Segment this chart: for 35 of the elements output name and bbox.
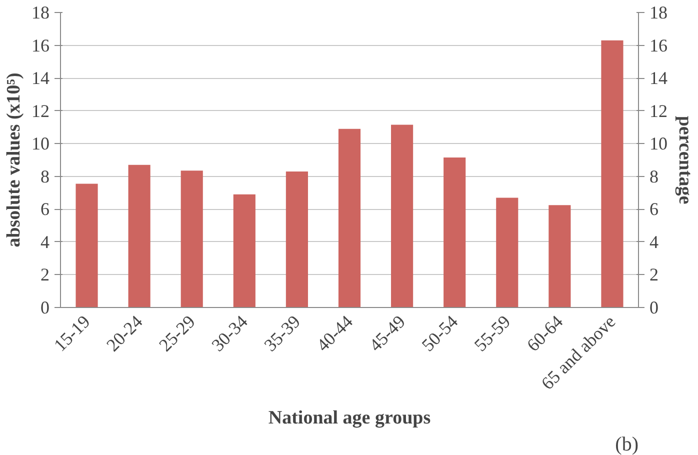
y2-tick-label: 4	[650, 232, 658, 252]
bar	[444, 158, 466, 308]
y-axis-title: absolute values (x10⁵)	[4, 72, 24, 248]
y2-tick-label: 6	[650, 199, 658, 220]
bar	[496, 198, 518, 308]
bar	[338, 128, 361, 308]
y2-tick-label: 18	[650, 2, 668, 22]
y2-axis-title: percentage	[674, 116, 696, 204]
y2-tick-label: 8	[650, 166, 658, 186]
bar	[76, 184, 98, 308]
y-tick-label: 0	[40, 298, 50, 318]
text: (b)	[615, 434, 639, 455]
y-tick-label: 2	[40, 264, 50, 285]
y2-tick-label: 2	[650, 264, 658, 285]
bar	[548, 205, 571, 308]
y2-tick-label: 12	[650, 100, 668, 121]
y-tick-label: 14	[32, 68, 50, 88]
y-tick-label: 8	[40, 166, 50, 186]
bar	[180, 170, 203, 308]
y-tick-label: 18	[32, 2, 50, 22]
bar	[601, 40, 624, 308]
y2-tick-label: 14	[650, 68, 668, 88]
bar	[233, 194, 256, 308]
y-tick-label: 4	[40, 232, 50, 252]
y-tick-label: 10	[32, 134, 50, 154]
y2-tick-label: 0	[650, 298, 658, 318]
x-axis-title: National age groups	[268, 407, 431, 428]
y2-tick-label: 16	[650, 35, 668, 56]
y-tick-label: 16	[32, 35, 50, 56]
y-tick-label: 6	[40, 199, 50, 220]
y2-tick-label: 10	[650, 134, 668, 154]
bar	[391, 124, 414, 308]
bar	[128, 164, 150, 308]
y-tick-label: 12	[32, 100, 50, 121]
bar	[286, 171, 308, 308]
